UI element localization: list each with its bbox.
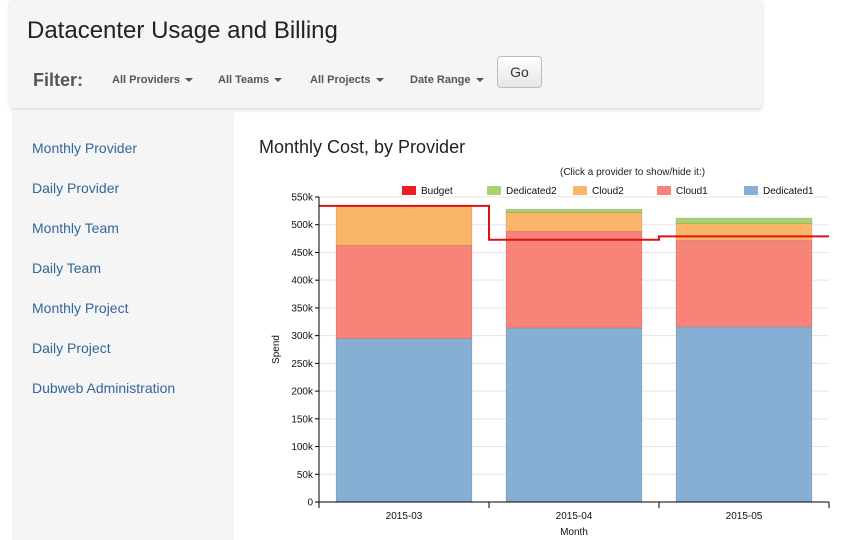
projects-filter-dropdown[interactable]: All Projects [310,74,384,86]
y-tick-label: 250k [291,359,314,370]
bar-cloud2-2015-04 [505,212,643,232]
bar-cloud1-2015-04 [505,230,643,329]
chart-title: Monthly Cost, by Provider [259,137,466,157]
bar-dedicated1-2015-05 [675,326,813,503]
nav-daily-provider[interactable]: Daily Provider [32,180,120,196]
bar-cloud2-2015-05 [675,223,813,241]
caret-down-icon [375,78,384,83]
bar-cloud1-2015-05 [675,239,813,328]
x-tick-label: 2015-04 [556,511,593,522]
bar-cloud2-2015-03 [335,205,473,246]
header-bar: Datacenter Usage and Billing Filter: All… [10,0,762,108]
y-tick-label: 0 [307,498,313,509]
legend-swatch-dedicated2 [487,186,501,195]
nav-daily-project[interactable]: Daily Project [32,340,111,356]
nav-monthly-provider[interactable]: Monthly Provider [32,140,138,156]
legend-label-dedicated2: Dedicated2 [506,186,557,197]
go-button[interactable]: Go [497,56,542,88]
y-tick-label: 500k [291,220,314,231]
sidebar: Monthly Provider Daily Provider Monthly … [12,110,234,540]
y-axis-title: Spend [271,335,282,364]
x-tick-label: 2015-05 [726,511,763,522]
legend-swatch-dedicated1 [744,186,758,195]
bar-cloud1-2015-03 [335,244,473,339]
legend-swatch-budget [402,186,416,195]
y-tick-label: 200k [291,387,314,398]
date-range-dropdown[interactable]: Date Range [410,74,484,86]
providers-filter-label: All Providers [112,74,180,86]
filter-label: Filter: [33,70,84,90]
nav-daily-team[interactable]: Daily Team [32,260,101,276]
projects-filter-label: All Projects [310,74,371,86]
caret-down-icon [184,78,193,83]
y-tick-label: 400k [291,276,314,287]
chart-hint: (Click a provider to show/hide it:) [560,167,706,178]
y-tick-label: 550k [291,193,314,204]
y-tick-label: 50k [297,470,314,481]
legend-swatch-cloud2 [573,186,587,195]
y-tick-label: 450k [291,248,314,259]
y-tick-label: 300k [291,331,314,342]
nav-monthly-project[interactable]: Monthly Project [32,300,129,316]
y-tick-label: 350k [291,303,314,314]
legend-label-budget: Budget [421,186,453,197]
nav-dubweb-administration[interactable]: Dubweb Administration [32,380,176,396]
y-tick-label: 100k [291,442,314,453]
x-axis-title: Month [560,527,588,538]
legend-swatch-cloud1 [657,186,671,195]
bar-dedicated2-2015-04 [505,208,643,213]
teams-filter-dropdown[interactable]: All Teams [218,74,283,86]
bar-dedicated1-2015-04 [505,327,643,503]
caret-down-icon [274,78,283,83]
x-tick-label: 2015-03 [386,511,423,522]
date-range-label: Date Range [410,74,471,86]
app-title: Datacenter Usage and Billing [27,17,338,44]
caret-down-icon [475,78,484,83]
teams-filter-label: All Teams [218,74,270,86]
legend-label-dedicated1: Dedicated1 [763,186,814,197]
budget-line [319,204,829,241]
providers-filter-dropdown[interactable]: All Providers [112,74,193,86]
legend-label-cloud1: Cloud1 [676,186,708,197]
legend-label-cloud2: Cloud2 [592,186,624,197]
bar-dedicated1-2015-03 [335,338,473,503]
nav-monthly-team[interactable]: Monthly Team [32,220,119,236]
y-tick-label: 150k [291,414,314,425]
bar-dedicated2-2015-05 [675,217,813,225]
